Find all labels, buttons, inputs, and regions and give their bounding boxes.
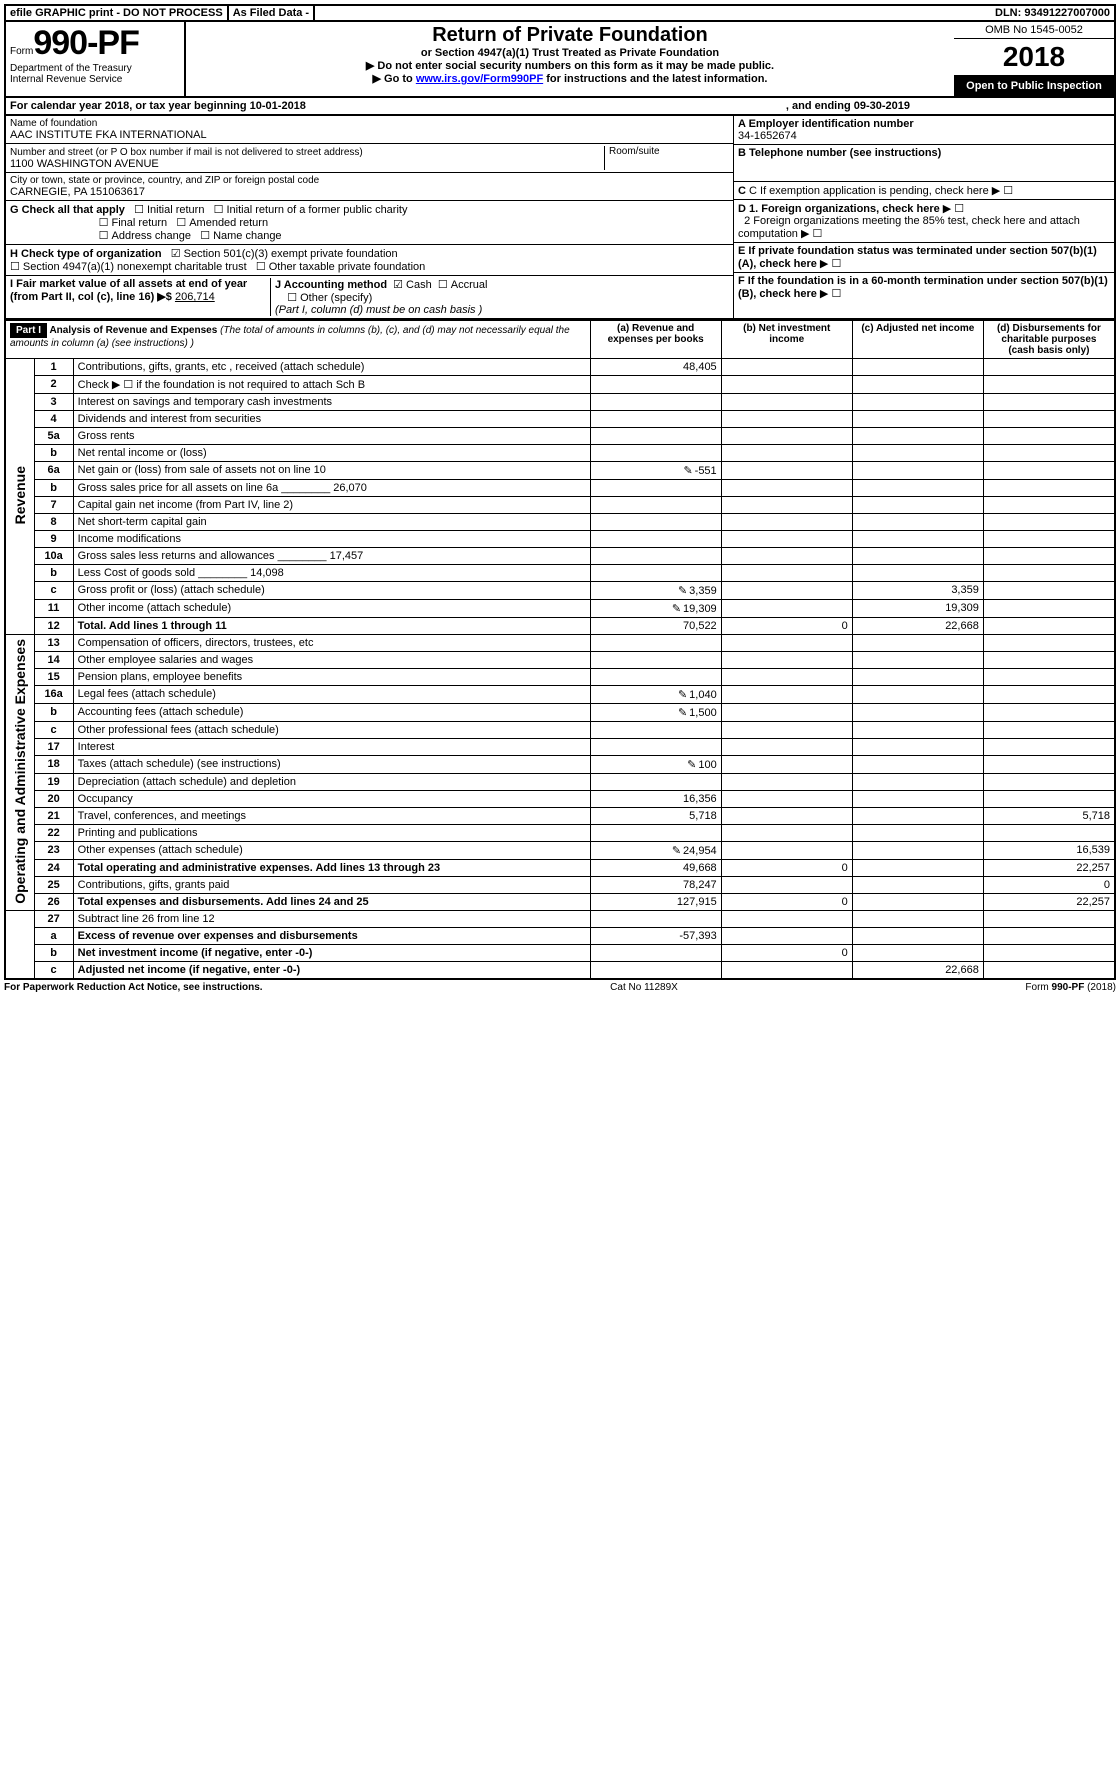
- part1-label: Part I: [10, 323, 47, 338]
- table-row: cAdjusted net income (if negative, enter…: [5, 962, 1115, 980]
- section-h: H Check type of organization Section 501…: [6, 244, 733, 275]
- col-b: (b) Net investment income: [721, 321, 852, 359]
- chk-namechange[interactable]: Name change: [200, 230, 281, 242]
- part1-table: Part I Analysis of Revenue and Expenses …: [4, 320, 1116, 980]
- table-row: aExcess of revenue over expenses and dis…: [5, 928, 1115, 945]
- table-row: 12Total. Add lines 1 through 1170,522022…: [5, 618, 1115, 635]
- form-title: Return of Private Foundation: [192, 24, 948, 47]
- table-row: bNet investment income (if negative, ent…: [5, 945, 1115, 962]
- ein-value: 34-1652674: [738, 130, 1110, 142]
- table-row: 8Net short-term capital gain: [5, 514, 1115, 531]
- section-e: E If private foundation status was termi…: [734, 242, 1114, 272]
- table-row: bAccounting fees (attach schedule)1,500: [5, 704, 1115, 722]
- table-row: cOther professional fees (attach schedul…: [5, 722, 1115, 739]
- table-row: 10aGross sales less returns and allowanc…: [5, 548, 1115, 565]
- chk-amended[interactable]: Amended return: [176, 217, 268, 229]
- table-row: 6aNet gain or (loss) from sale of assets…: [5, 462, 1115, 480]
- col-d: (d) Disbursements for charitable purpose…: [983, 321, 1115, 359]
- table-row: 19Depreciation (attach schedule) and dep…: [5, 774, 1115, 791]
- section-g: G Check all that apply Initial return In…: [6, 200, 733, 244]
- ssn-note: ▶ Do not enter social security numbers o…: [192, 59, 948, 72]
- section-f: F If the foundation is in a 60-month ter…: [734, 272, 1114, 302]
- form-header: Form990-PF Department of the Treasury In…: [4, 22, 1116, 98]
- table-row: Operating and Administrative Expenses13C…: [5, 635, 1115, 652]
- table-row: 2Check ▶ ☐ if the foundation is not requ…: [5, 376, 1115, 394]
- efile-label: efile GRAPHIC print - DO NOT PROCESS: [6, 6, 229, 20]
- col-a: (a) Revenue and expenses per books: [590, 321, 721, 359]
- footer-right: Form 990-PF (2018): [1025, 982, 1116, 993]
- calendar-row: For calendar year 2018, or tax year begi…: [4, 98, 1116, 116]
- part1-title: Analysis of Revenue and Expenses: [49, 325, 217, 336]
- section-c: C C If exemption application is pending,…: [734, 181, 1114, 199]
- chk-addrchange[interactable]: Address change: [99, 230, 191, 242]
- room-label: Room/suite: [604, 146, 729, 170]
- table-row: Revenue1Contributions, gifts, grants, et…: [5, 359, 1115, 376]
- tax-year: 2018: [954, 39, 1114, 76]
- info-block: Name of foundation AAC INSTITUTE FKA INT…: [4, 116, 1116, 320]
- ein-label: A Employer identification number: [738, 118, 1110, 130]
- form-word: Form: [10, 46, 33, 57]
- table-row: 17Interest: [5, 739, 1115, 756]
- table-row: 4Dividends and interest from securities: [5, 411, 1115, 428]
- table-row: 9Income modifications: [5, 531, 1115, 548]
- table-row: 24Total operating and administrative exp…: [5, 860, 1115, 877]
- footer-mid: Cat No 11289X: [610, 982, 678, 993]
- table-row: 20Occupancy16,356: [5, 791, 1115, 808]
- table-row: 23Other expenses (attach schedule)24,954…: [5, 842, 1115, 860]
- table-row: 25Contributions, gifts, grants paid78,24…: [5, 877, 1115, 894]
- table-row: 16aLegal fees (attach schedule)1,040: [5, 686, 1115, 704]
- table-row: 14Other employee salaries and wages: [5, 652, 1115, 669]
- table-row: 3Interest on savings and temporary cash …: [5, 394, 1115, 411]
- section-d: D 1. Foreign organizations, check here ▶…: [734, 199, 1114, 242]
- irs-label: Internal Revenue Service: [10, 74, 180, 85]
- table-row: 26Total expenses and disbursements. Add …: [5, 894, 1115, 911]
- chk-initial-former[interactable]: Initial return of a former public charit…: [214, 204, 408, 216]
- dept-label: Department of the Treasury: [10, 63, 180, 74]
- chk-initial[interactable]: Initial return: [134, 204, 204, 216]
- foundation-name: AAC INSTITUTE FKA INTERNATIONAL: [10, 129, 729, 141]
- section-ij: I Fair market value of all assets at end…: [6, 275, 733, 318]
- link-note: ▶ Go to www.irs.gov/Form990PF for instru…: [192, 72, 948, 85]
- irs-link[interactable]: www.irs.gov/Form990PF: [416, 73, 543, 85]
- chk-501c3[interactable]: Section 501(c)(3) exempt private foundat…: [171, 248, 398, 260]
- table-row: 21Travel, conferences, and meetings5,718…: [5, 808, 1115, 825]
- table-row: 5aGross rents: [5, 428, 1115, 445]
- table-row: 18Taxes (attach schedule) (see instructi…: [5, 756, 1115, 774]
- street-address: 1100 WASHINGTON AVENUE: [10, 158, 604, 170]
- table-row: bNet rental income or (loss): [5, 445, 1115, 462]
- asfiled-label: As Filed Data -: [229, 6, 315, 20]
- table-row: bGross sales price for all assets on lin…: [5, 480, 1115, 497]
- col-c: (c) Adjusted net income: [852, 321, 983, 359]
- dln: DLN: 93491227007000: [991, 6, 1114, 20]
- chk-other-taxable[interactable]: Other taxable private foundation: [256, 261, 425, 273]
- city-label: City or town, state or province, country…: [10, 175, 729, 186]
- chk-cash[interactable]: Cash: [393, 279, 432, 291]
- form-subtitle: or Section 4947(a)(1) Trust Treated as P…: [192, 47, 948, 59]
- table-row: bLess Cost of goods sold ________ 14,098: [5, 565, 1115, 582]
- footer: For Paperwork Reduction Act Notice, see …: [4, 980, 1116, 993]
- open-inspection: Open to Public Inspection: [954, 76, 1114, 96]
- top-bar: efile GRAPHIC print - DO NOT PROCESS As …: [4, 4, 1116, 22]
- table-row: 7Capital gain net income (from Part IV, …: [5, 497, 1115, 514]
- chk-final[interactable]: Final return: [99, 217, 168, 229]
- table-row: 22Printing and publications: [5, 825, 1115, 842]
- chk-4947[interactable]: Section 4947(a)(1) nonexempt charitable …: [10, 261, 247, 273]
- footer-left: For Paperwork Reduction Act Notice, see …: [4, 982, 263, 993]
- name-label: Name of foundation: [10, 118, 729, 129]
- table-row: 27Subtract line 26 from line 12: [5, 911, 1115, 928]
- addr-label: Number and street (or P O box number if …: [10, 147, 363, 158]
- omb-number: OMB No 1545-0052: [954, 22, 1114, 39]
- fmv-value: 206,714: [175, 291, 215, 303]
- table-row: 15Pension plans, employee benefits: [5, 669, 1115, 686]
- phone-label: B Telephone number (see instructions): [734, 144, 1114, 181]
- chk-accrual[interactable]: Accrual: [438, 279, 488, 291]
- city-state-zip: CARNEGIE, PA 151063617: [10, 186, 729, 198]
- chk-other-method[interactable]: Other (specify): [287, 292, 372, 304]
- form-number: 990-PF: [33, 24, 139, 62]
- table-row: 11Other income (attach schedule)19,30919…: [5, 600, 1115, 618]
- table-row: cGross profit or (loss) (attach schedule…: [5, 582, 1115, 600]
